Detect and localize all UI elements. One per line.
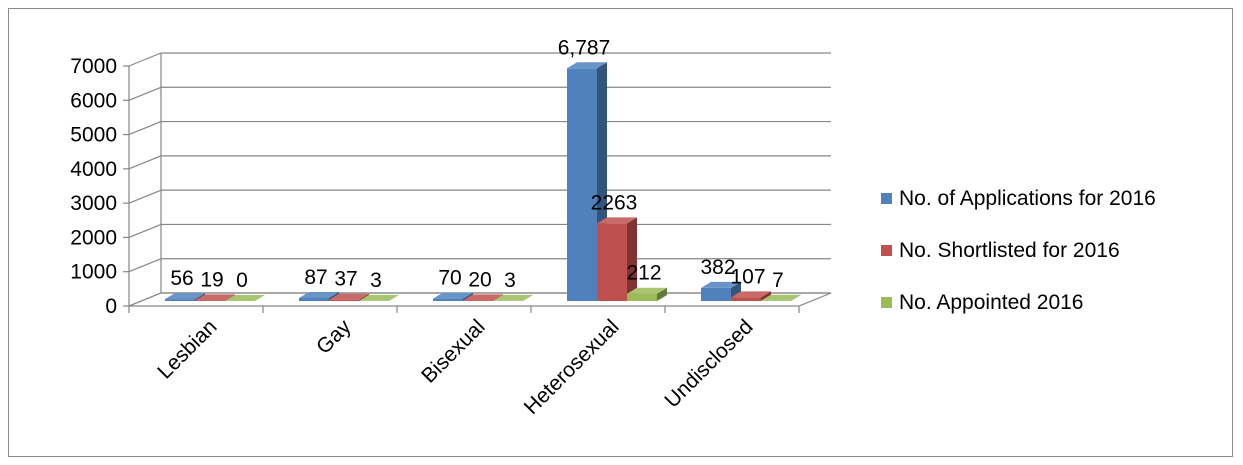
legend-swatch-applications (881, 193, 892, 204)
bar-top (299, 292, 339, 299)
category-label: Undisclosed (660, 315, 757, 412)
bar-top (731, 291, 771, 298)
bar-side (627, 217, 637, 301)
side-gridline (128, 155, 162, 170)
data-label: 87 (304, 266, 327, 289)
bar (165, 299, 195, 301)
bar (731, 297, 761, 301)
side-gridline (128, 258, 162, 273)
data-label: 107 (730, 265, 765, 288)
legend-swatch-appointed (881, 297, 892, 308)
legend-item-appointed: No. Appointed 2016 (881, 289, 1241, 316)
y-tick-label: 1000 (70, 261, 117, 284)
side-gridline (128, 52, 162, 67)
chart-svg: 0 1000 2000 3000 4000 5000 6000 7000 56 19 0 Lesbia… (70, 36, 832, 419)
y-tick-label: 4000 (70, 158, 117, 181)
bar-top (701, 281, 741, 288)
bar-side (359, 293, 369, 301)
bar-top (761, 294, 801, 301)
bar-top (463, 294, 503, 301)
y-tick-label: 6000 (70, 89, 117, 112)
side-gridline (128, 189, 162, 204)
bar (329, 299, 359, 301)
y-tick-label: 5000 (70, 124, 117, 147)
floor (128, 292, 832, 307)
bar-top (195, 294, 235, 301)
bar-side (523, 294, 533, 301)
bar-side (657, 287, 667, 301)
category-label: Gay (312, 315, 356, 359)
category-label: Bisexual (417, 315, 489, 387)
bar-top (359, 294, 399, 301)
data-label: 70 (438, 267, 461, 290)
data-label: 20 (468, 268, 491, 291)
legend-label-shortlisted: No. Shortlisted for 2016 (899, 238, 1120, 262)
bar (195, 300, 225, 301)
bar-side (761, 291, 771, 301)
legend-label-appointed: No. Appointed 2016 (899, 290, 1084, 314)
y-tick-label: 0 (105, 295, 117, 318)
legend-item-applications: No. of Applications for 2016 (881, 185, 1241, 212)
chart-frame: 0 1000 2000 3000 4000 5000 6000 7000 56 19 0 Lesbia… (8, 8, 1233, 457)
data-label: 212 (626, 262, 661, 285)
bar-top (567, 62, 607, 69)
category-label: Heterosexual (520, 315, 624, 419)
bar-side (225, 294, 235, 301)
bar (433, 298, 463, 301)
side-gridline (128, 223, 162, 238)
data-label: 7 (772, 269, 784, 292)
bar-top (165, 293, 205, 300)
y-tick-label: 3000 (70, 192, 117, 215)
legend-swatch-shortlisted (881, 245, 892, 256)
bar-top (597, 217, 637, 224)
data-label: 0 (236, 269, 248, 292)
bar-side (791, 294, 801, 301)
bar (597, 223, 627, 301)
bar (463, 300, 493, 301)
side-gridline (128, 121, 162, 136)
data-label: 3 (370, 269, 382, 292)
data-label: 56 (170, 267, 193, 290)
bar (299, 298, 329, 301)
bar (627, 293, 657, 301)
legend-label-applications: No. of Applications for 2016 (899, 186, 1156, 210)
data-label: 382 (700, 256, 735, 279)
bar (701, 287, 731, 301)
bar (567, 68, 597, 301)
side-gridline (128, 86, 162, 101)
bar-top (627, 287, 667, 294)
data-label: 19 (200, 268, 223, 291)
y-tick-label: 7000 (70, 55, 117, 78)
data-label: 2263 (591, 191, 638, 214)
bar-side (389, 294, 399, 301)
legend: No. of Applications for 2016 No. Shortli… (881, 185, 1241, 341)
bar-top (433, 292, 473, 299)
data-label: 3 (504, 269, 516, 292)
y-tick-label: 2000 (70, 226, 117, 249)
legend-item-shortlisted: No. Shortlisted for 2016 (881, 237, 1241, 264)
bar-side (493, 294, 503, 301)
data-label: 6,787 (558, 36, 611, 59)
bar-top (329, 293, 369, 300)
bar-top (493, 294, 533, 301)
data-label: 37 (334, 268, 357, 291)
bar-top (225, 295, 265, 301)
category-label: Lesbian (153, 315, 221, 383)
